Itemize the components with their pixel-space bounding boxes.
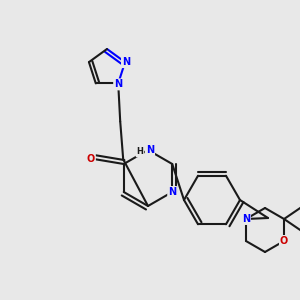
Text: N: N: [114, 80, 122, 89]
Text: H: H: [136, 148, 143, 157]
Text: N: N: [146, 145, 154, 155]
Text: O: O: [87, 154, 95, 164]
Text: O: O: [280, 236, 288, 246]
Text: N: N: [242, 214, 250, 224]
Text: N: N: [168, 187, 176, 197]
Text: N: N: [122, 57, 130, 67]
